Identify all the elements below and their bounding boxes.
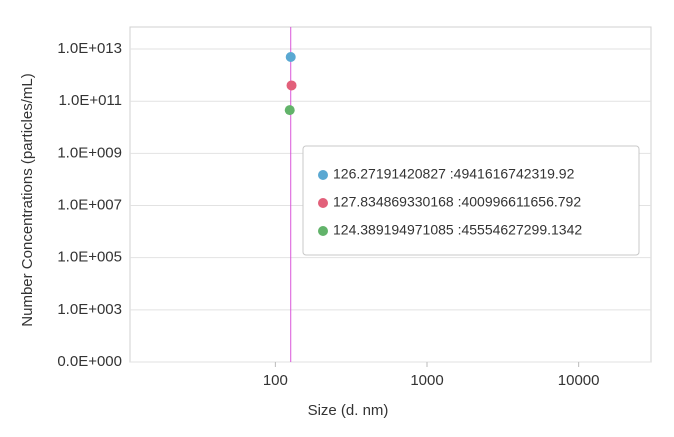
point bbox=[285, 52, 296, 63]
legend-label: 126.27191420827 :4941616742319.92 bbox=[333, 166, 575, 182]
y-tick-label: 1.0E+005 bbox=[57, 249, 122, 266]
y-tick-label: 1.0E+011 bbox=[58, 92, 122, 109]
point bbox=[284, 105, 295, 116]
legend-label: 127.834869330168 :400996611656.792 bbox=[333, 194, 581, 210]
y-axis-label: Number Concentrations (particles/mL) bbox=[19, 73, 36, 326]
y-tick-label: 1.0E+013 bbox=[57, 40, 122, 57]
x-tick-label: 10000 bbox=[558, 372, 600, 389]
y-tick-label: 1.0E+009 bbox=[57, 144, 122, 161]
legend-marker bbox=[318, 170, 328, 180]
legend-marker bbox=[318, 226, 328, 236]
legend-marker bbox=[318, 198, 328, 208]
legend-label: 124.389194971085 :45554627299.1342 bbox=[333, 222, 582, 238]
legend-box bbox=[302, 145, 640, 256]
y-tick-label: 0.0E+000 bbox=[57, 353, 122, 370]
x-tick-label: 100 bbox=[263, 372, 288, 389]
x-tick-label: 1000 bbox=[410, 372, 443, 389]
x-axis-label: Size (d. nm) bbox=[308, 402, 389, 419]
point bbox=[286, 80, 297, 91]
y-tick-label: 1.0E+003 bbox=[57, 301, 122, 318]
legend: 126.27191420827 :4941616742319.92 127.834… bbox=[302, 145, 640, 256]
y-tick-label: 1.0E+007 bbox=[57, 196, 122, 213]
